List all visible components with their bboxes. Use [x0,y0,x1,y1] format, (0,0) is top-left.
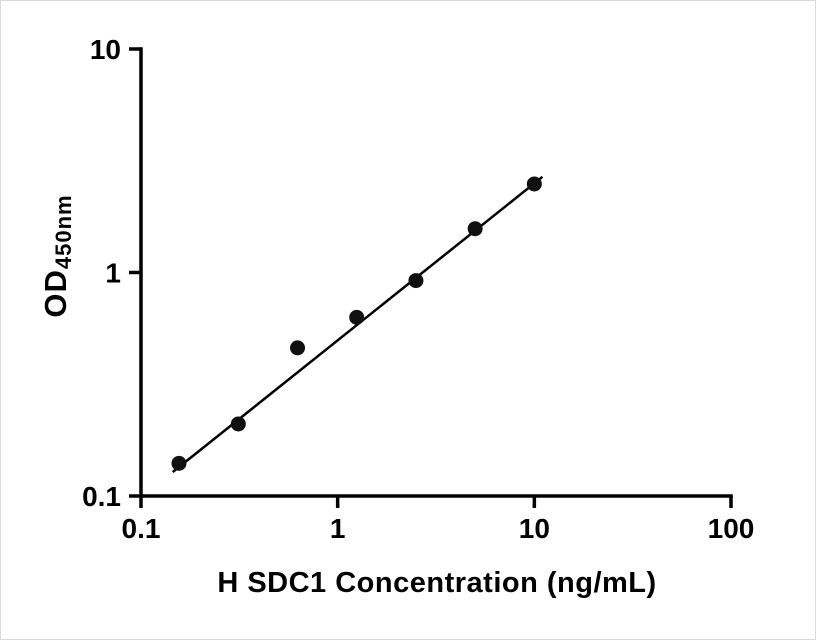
y-tick-label: 1 [105,258,121,289]
data-point [230,416,246,432]
data-point [349,309,365,325]
data-point [467,221,483,237]
y-axis-title-subscript: 450nm [51,194,76,270]
x-tick-label: 100 [708,513,755,544]
data-point [290,340,306,356]
x-tick-label: 10 [519,513,550,544]
y-axis-title-main: OD [38,269,73,318]
data-point [526,176,542,192]
y-tick-label: 10 [90,34,121,65]
data-point [408,273,424,289]
x-axis-title: H SDC1 Concentration (ng/mL) [217,567,657,599]
x-tick-label: 0.1 [122,513,161,544]
y-tick-label: 0.1 [82,481,121,512]
y-axis-title-text: OD450nm [38,194,76,318]
x-tick-label: 1 [330,513,346,544]
axis-spines [139,47,733,498]
data-point [171,455,187,471]
